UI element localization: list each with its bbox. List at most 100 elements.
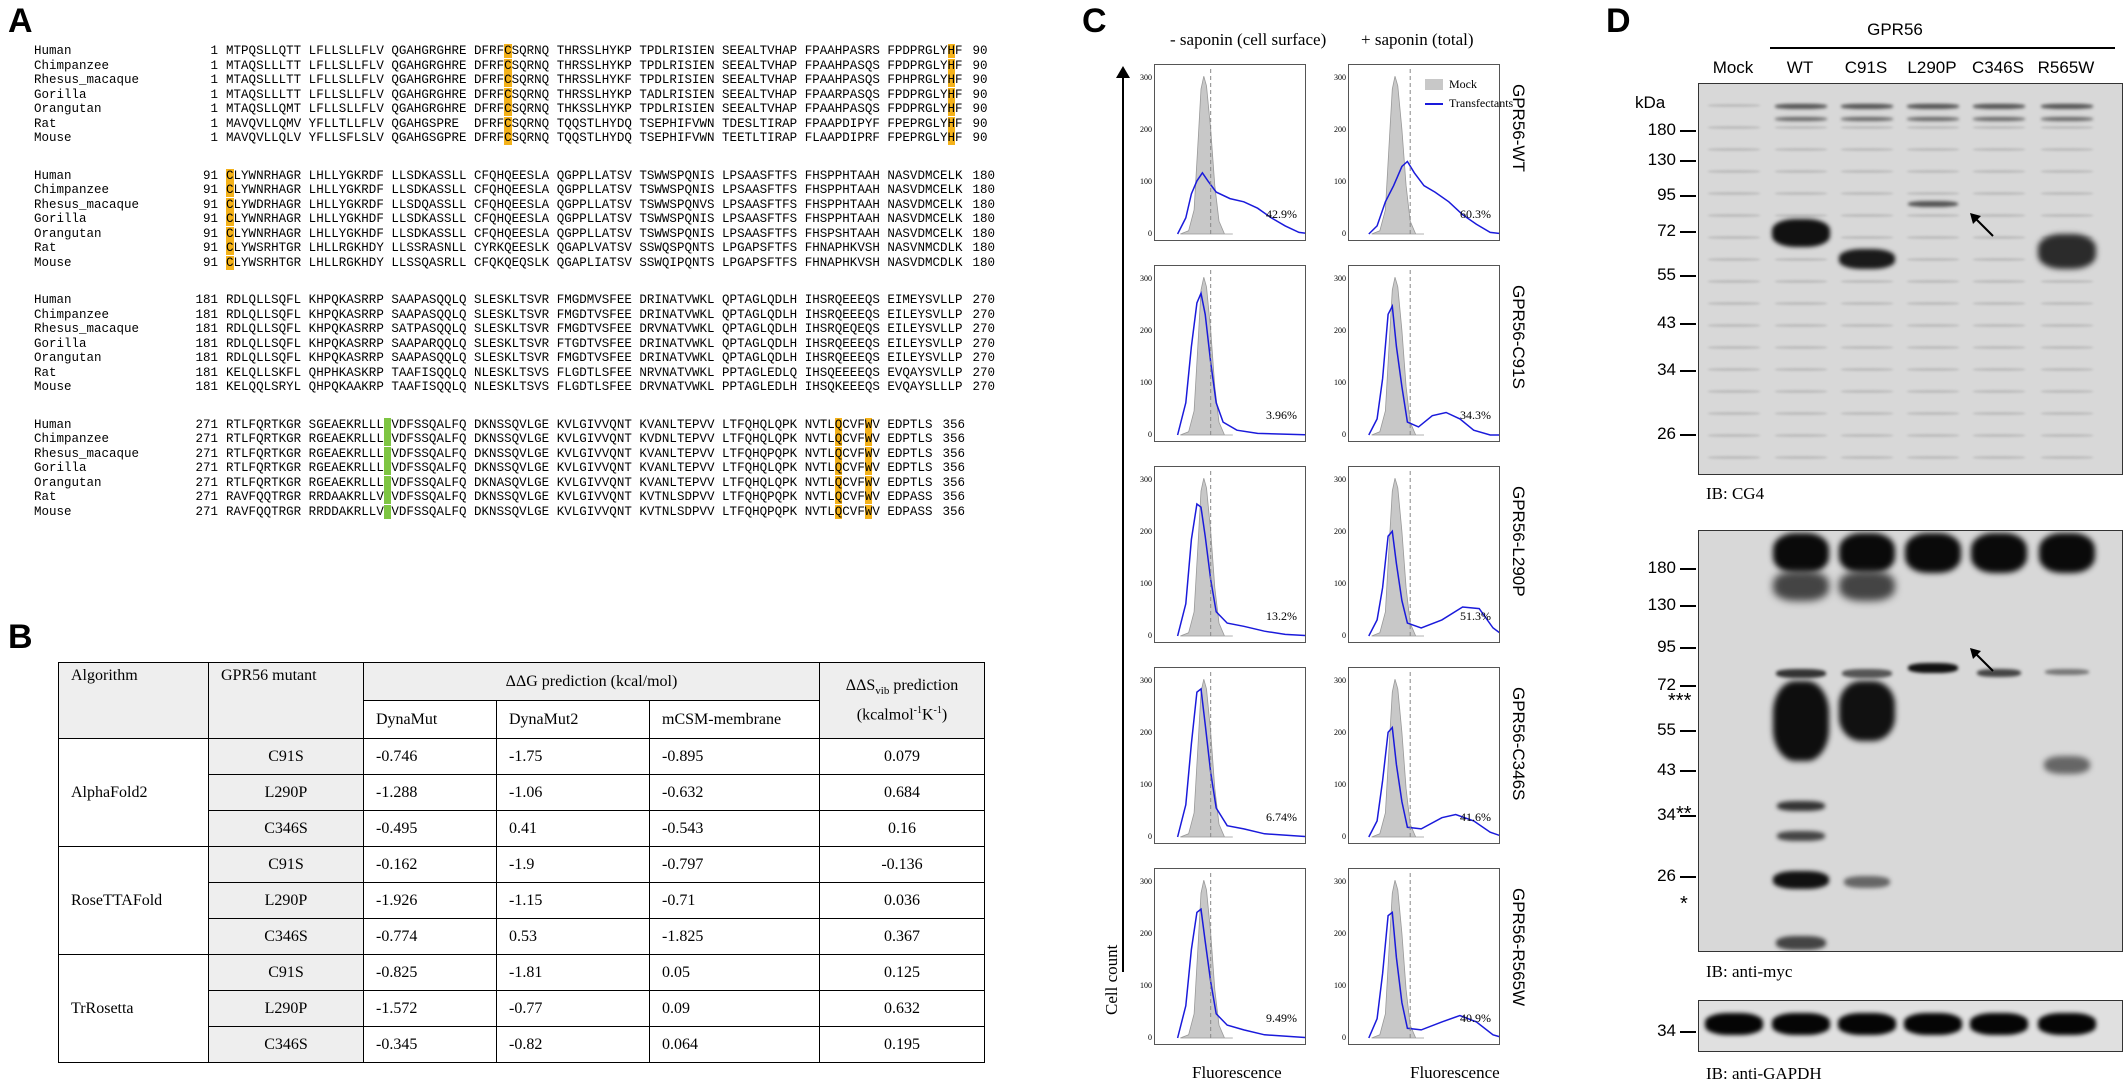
header-ddg: ΔΔG prediction (kcal/mol) [364,663,820,701]
alignment-row: Chimpanzee 271 RTLFQRTKGR RGEAEKRLLL VDFSS… [34,432,1034,447]
blot-band [1907,324,1959,327]
mutant-cell: L290P [209,775,364,811]
mw-marker-tick [1680,195,1696,197]
mcsm-cell: -0.632 [650,775,820,811]
blot-band [1907,192,1959,195]
histogram-total-gpr56-c346s: 41.6% [1348,667,1500,844]
y-tick-label: 300 [1130,676,1152,685]
blot-band [1708,324,1760,327]
dynamut-cell: -0.162 [364,847,497,883]
species-name: Gorilla [34,212,182,227]
blot-band [1775,148,1827,151]
y-tick-label: 100 [1324,780,1346,789]
blot-band [1973,104,2025,109]
y-tick-label: 200 [1324,326,1346,335]
mcsm-cell: 0.05 [650,955,820,991]
start-position: 1 [182,88,218,103]
species-name: Rat [34,241,182,256]
blot-band [1776,669,1826,678]
x-axis-label-right: Fluorescence [1410,1063,1500,1083]
species-name: Orangutan [34,351,182,366]
dynamut-cell: -0.774 [364,919,497,955]
blot-band [1708,280,1760,283]
species-name: Human [34,169,182,184]
dds-cell: 0.079 [820,739,985,775]
blot-band [1907,368,1959,371]
y-tick-label: 300 [1324,676,1346,685]
mcsm-cell: -0.797 [650,847,820,883]
species-name: Gorilla [34,88,182,103]
blot-band [1907,117,1959,121]
blot-band [1841,148,1893,151]
mock-histogram [1372,478,1424,636]
end-position: 180 [973,198,996,213]
species-name: Rat [34,366,182,381]
blot-band [1907,280,1959,283]
dynamut-cell: -0.495 [364,811,497,847]
mw-marker-label: 95 [1616,637,1676,657]
y-tick-label: 100 [1130,378,1152,387]
mw-marker-tick [1680,1031,1696,1033]
species-name: Chimpanzee [34,183,182,198]
blot-band [1973,324,2025,327]
positive-percentage: 41.6% [1460,810,1491,825]
mutant-cell: C346S [209,1027,364,1063]
blot-band [1844,876,1890,888]
mw-marker-label: 130 [1616,595,1676,615]
dynamut-cell: -1.926 [364,883,497,919]
blot-band [1908,201,1958,207]
start-position: 181 [182,366,218,381]
blot-band [1907,214,1959,217]
alignment-block: Human 181 RDLQLLSQFL KHPQKASRRP SAAPASQQLQ… [34,293,1034,395]
start-position: 271 [182,505,218,520]
end-position: 90 [973,117,988,132]
alignment-row: Mouse 271 RAVFQQTRGR RRDDAKRLLV VDFSSQALFQ… [34,505,1034,520]
blot-band [1777,801,1825,811]
blot-band [1973,258,2025,261]
blot-band [2041,456,2093,459]
end-position: 90 [973,102,988,117]
sequence: CLYWNRHAGR LHLLYGKHDF LLSDKASSLL CFQHQEE… [226,227,963,242]
kda-label: kDa [1635,93,1665,113]
blot-band [1973,456,2025,459]
species-name: Human [34,44,182,59]
mw-marker-tick [1680,434,1696,436]
dds-cell: -0.136 [820,847,985,883]
mw-marker-label: 34 [1616,1021,1676,1041]
alignment-row: Mouse 91 CLYWSRHTGR LHLLRGKHDY LLSSQASRLL … [34,256,1034,271]
blot-band [1907,302,1959,305]
header-mcsm: mCSM-membrane [650,701,820,739]
mw-marker-tick [1680,770,1696,772]
blot-band [1775,126,1827,129]
blot-band [2038,1013,2096,1035]
alignment-row: Rhesus_macaque 271 RTLFQRTKGR RGEAEKRLLL V… [34,447,1034,462]
blot-band [1907,126,1959,129]
blot-band [1775,324,1827,327]
blot-band [1841,456,1893,459]
blot-band [1973,170,2025,173]
species-name: Human [34,418,182,433]
positive-percentage: 9.49% [1266,1011,1297,1026]
blot-band [1775,104,1827,109]
positive-percentage: 6.74% [1266,810,1297,825]
table-row: TrRosetta C91S -0.825 -1.81 0.05 0.125 [59,955,985,991]
alignment-row: Orangutan 181 RDLQLLSQFL KHPQKASRRP SAAPAS… [34,351,1034,366]
blot-band [2041,302,2093,305]
start-position: 271 [182,476,218,491]
y-tick-label: 100 [1324,378,1346,387]
start-position: 181 [182,322,218,337]
blot-header: GPR56 [1700,20,2090,40]
blot-band [1841,170,1893,173]
blot-band [1907,148,1959,151]
mw-marker-label: 26 [1616,424,1676,444]
mw-marker-label: 180 [1616,120,1676,140]
start-position: 181 [182,308,218,323]
blot-band [1971,533,2027,573]
start-position: 181 [182,351,218,366]
blot-band [1973,302,2025,305]
alignment-row: Orangutan 91 CLYWNRHAGR LHLLYGKHDF LLSDKAS… [34,227,1034,242]
end-position: 180 [973,169,996,184]
row-label: GPR56-R565W [1508,888,1528,1006]
dds-cell: 0.367 [820,919,985,955]
dynamut2-cell: -0.82 [497,1027,650,1063]
